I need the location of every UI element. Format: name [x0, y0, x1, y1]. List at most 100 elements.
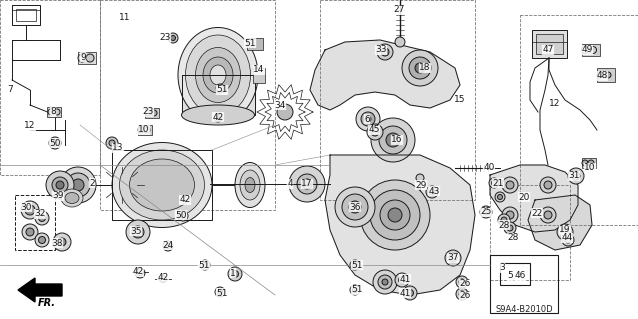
Circle shape	[480, 206, 492, 218]
Circle shape	[216, 84, 224, 92]
Circle shape	[506, 211, 514, 219]
Circle shape	[565, 237, 571, 243]
Circle shape	[544, 211, 552, 219]
Text: 21: 21	[493, 179, 503, 188]
Circle shape	[572, 172, 580, 180]
Polygon shape	[182, 75, 255, 115]
Circle shape	[135, 268, 145, 278]
Bar	[0, 0, 100, 175]
Text: 37: 37	[447, 254, 459, 263]
Circle shape	[53, 233, 71, 251]
Text: 34: 34	[274, 100, 286, 109]
Text: 26: 26	[459, 279, 471, 288]
Circle shape	[46, 171, 74, 199]
Bar	[500, 263, 530, 285]
Circle shape	[202, 263, 207, 268]
Ellipse shape	[195, 48, 241, 102]
Circle shape	[491, 181, 496, 186]
Text: 7: 7	[7, 85, 13, 93]
Text: 28: 28	[498, 220, 510, 229]
Ellipse shape	[181, 105, 255, 125]
Circle shape	[302, 179, 312, 189]
Text: 39: 39	[52, 191, 64, 201]
Circle shape	[381, 48, 389, 56]
Text: 14: 14	[253, 65, 265, 75]
Circle shape	[289, 166, 325, 202]
Text: 32: 32	[34, 210, 46, 219]
Circle shape	[200, 260, 210, 270]
Text: 1: 1	[230, 269, 236, 278]
Circle shape	[214, 114, 222, 122]
Circle shape	[165, 243, 170, 249]
Bar	[490, 185, 570, 280]
Circle shape	[456, 276, 468, 288]
Text: 42: 42	[158, 273, 168, 283]
Text: 5: 5	[507, 271, 513, 280]
Bar	[253, 68, 265, 83]
Text: 44: 44	[561, 234, 573, 242]
Text: 48: 48	[597, 71, 607, 80]
Circle shape	[342, 194, 368, 220]
Text: 28: 28	[507, 234, 519, 242]
Circle shape	[132, 226, 144, 238]
Circle shape	[504, 222, 516, 234]
Circle shape	[72, 179, 84, 191]
Circle shape	[501, 217, 507, 223]
Ellipse shape	[130, 159, 195, 211]
Circle shape	[605, 72, 611, 78]
Text: 51: 51	[216, 288, 228, 298]
Text: 8: 8	[50, 108, 56, 116]
Ellipse shape	[119, 150, 205, 220]
Text: 11: 11	[119, 13, 131, 23]
Circle shape	[540, 177, 556, 193]
Circle shape	[399, 277, 406, 284]
Circle shape	[138, 271, 142, 276]
Text: 47: 47	[542, 46, 554, 55]
Circle shape	[459, 279, 465, 285]
Polygon shape	[490, 165, 578, 232]
Circle shape	[218, 290, 223, 294]
Text: 2: 2	[89, 179, 95, 188]
Circle shape	[582, 160, 588, 166]
Circle shape	[429, 189, 435, 195]
Circle shape	[160, 276, 167, 283]
Ellipse shape	[178, 27, 258, 122]
Circle shape	[350, 260, 360, 270]
Circle shape	[377, 44, 393, 60]
Circle shape	[52, 140, 58, 146]
Circle shape	[78, 54, 86, 62]
Circle shape	[145, 110, 151, 116]
Ellipse shape	[245, 177, 255, 192]
Circle shape	[49, 137, 61, 149]
Text: 36: 36	[349, 203, 360, 211]
Circle shape	[228, 267, 242, 281]
Circle shape	[371, 118, 415, 162]
Circle shape	[168, 33, 178, 43]
Bar	[145, 108, 159, 118]
Text: 19: 19	[560, 226, 571, 234]
Text: 17: 17	[301, 180, 313, 189]
Circle shape	[544, 181, 552, 189]
Circle shape	[561, 228, 569, 236]
Circle shape	[335, 187, 375, 227]
Circle shape	[380, 200, 410, 230]
Circle shape	[557, 224, 573, 240]
Circle shape	[86, 54, 94, 62]
Circle shape	[388, 208, 402, 222]
Text: 18: 18	[419, 63, 431, 72]
Circle shape	[498, 214, 510, 226]
Circle shape	[597, 72, 603, 78]
Text: 50: 50	[49, 138, 61, 147]
Circle shape	[106, 137, 118, 149]
Ellipse shape	[203, 57, 233, 93]
Text: 49: 49	[581, 46, 593, 55]
Text: 41: 41	[399, 275, 411, 284]
Text: 45: 45	[368, 125, 380, 135]
Text: 24: 24	[163, 241, 174, 249]
Text: 10: 10	[584, 164, 596, 173]
Text: 51: 51	[198, 261, 210, 270]
Circle shape	[568, 168, 584, 184]
Circle shape	[35, 233, 49, 247]
Circle shape	[361, 112, 375, 126]
Circle shape	[403, 286, 417, 300]
